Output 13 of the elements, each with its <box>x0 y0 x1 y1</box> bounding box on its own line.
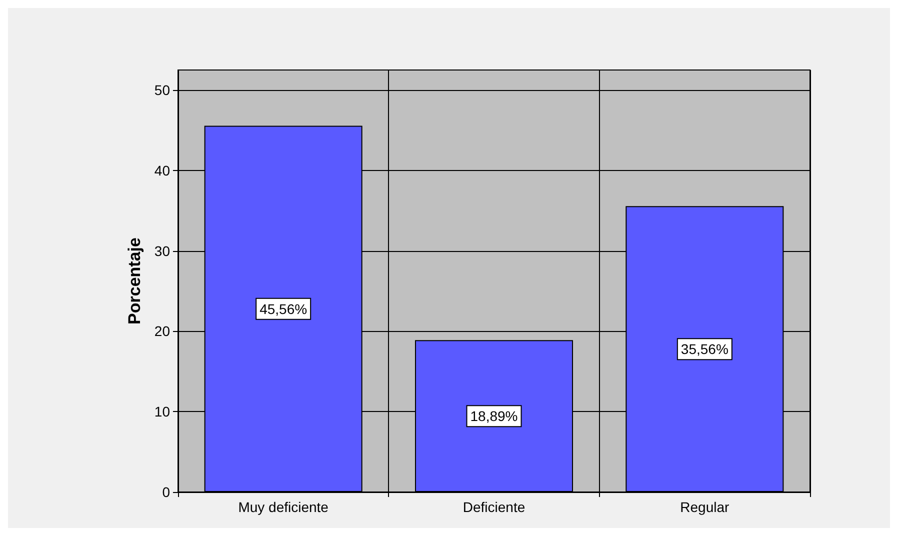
y-tick-label: 0 <box>162 484 170 500</box>
y-tick-label: 50 <box>154 82 170 98</box>
y-tick-label: 30 <box>154 242 170 259</box>
y-tick-label: 20 <box>154 323 170 340</box>
data-label: 35,56% <box>680 341 728 358</box>
data-label: 18,89% <box>470 408 518 424</box>
data-label: 45,56% <box>260 300 308 317</box>
x-tick-label: Muy deficiente <box>238 499 329 515</box>
x-tick-label: Regular <box>680 499 730 515</box>
y-axis-title: Porcentaje <box>125 238 144 324</box>
y-tick-label: 40 <box>154 162 170 178</box>
y-tick-label: 10 <box>154 404 170 420</box>
x-tick-label: Deficiente <box>462 499 526 515</box>
